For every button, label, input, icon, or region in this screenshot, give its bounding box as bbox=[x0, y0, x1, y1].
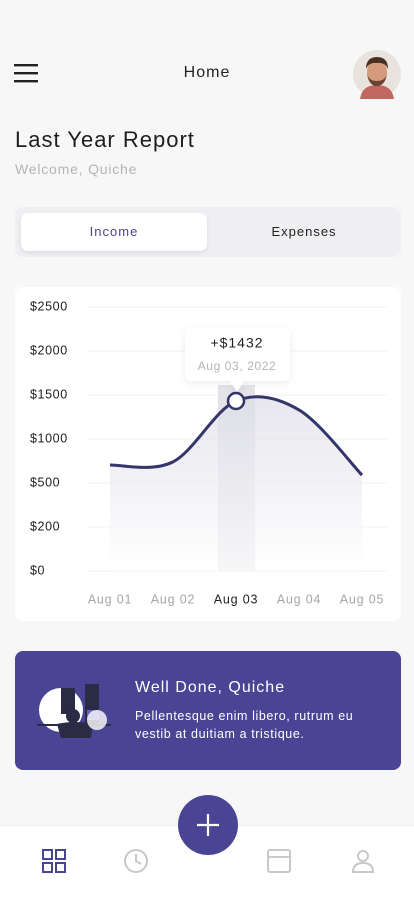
x-tick-label: Aug 05 bbox=[340, 592, 384, 606]
tooltip-date: Aug 03, 2022 bbox=[198, 359, 277, 373]
y-tick-label: $1500 bbox=[30, 387, 68, 401]
page-subtitle: Welcome, Quiche bbox=[15, 161, 138, 177]
x-tick-label: Aug 02 bbox=[151, 592, 195, 606]
point-marker bbox=[226, 391, 246, 411]
y-tick-label: $0 bbox=[30, 563, 45, 577]
tooltip-pointer bbox=[229, 380, 245, 392]
tooltip bbox=[185, 328, 290, 392]
x-tick-label: Aug 01 bbox=[88, 592, 132, 606]
page-title: Last Year Report bbox=[15, 127, 195, 152]
y-tick-label: $2500 bbox=[30, 299, 68, 313]
tab-expenses[interactable]: Expenses bbox=[271, 224, 337, 239]
x-tick-label: Aug 03 bbox=[214, 592, 258, 606]
chart: $0 $200 $500 $1000 $1500 $2000 $2500 Aug 01 Aug … bbox=[30, 299, 387, 606]
nav-cards[interactable] bbox=[267, 849, 291, 873]
y-tick-label: $1000 bbox=[30, 431, 68, 445]
nav-profile[interactable] bbox=[351, 850, 375, 873]
area bbox=[110, 396, 362, 571]
add-button[interactable] bbox=[178, 795, 238, 855]
promo-title: Well Done, Quiche bbox=[135, 679, 286, 696]
avatar[interactable] bbox=[352, 49, 402, 99]
y-tick-label: $500 bbox=[30, 475, 60, 489]
promo-body: Pellentesque enim libero, rutrum eu vest… bbox=[135, 709, 354, 741]
nav-home[interactable] bbox=[42, 849, 66, 873]
tooltip-box bbox=[185, 328, 290, 381]
tab-income[interactable]: Income bbox=[21, 213, 207, 251]
tooltip-value: +$1432 bbox=[210, 335, 263, 351]
y-tick-label: $2000 bbox=[30, 343, 68, 357]
x-tick-label: Aug 04 bbox=[277, 592, 321, 606]
header-title: Home bbox=[183, 64, 231, 81]
menu-button[interactable] bbox=[12, 62, 40, 84]
y-tick-label: $200 bbox=[30, 519, 60, 533]
bottom-nav-icons bbox=[42, 795, 375, 873]
nav-history[interactable] bbox=[124, 849, 148, 873]
promo-illustration bbox=[37, 684, 111, 738]
